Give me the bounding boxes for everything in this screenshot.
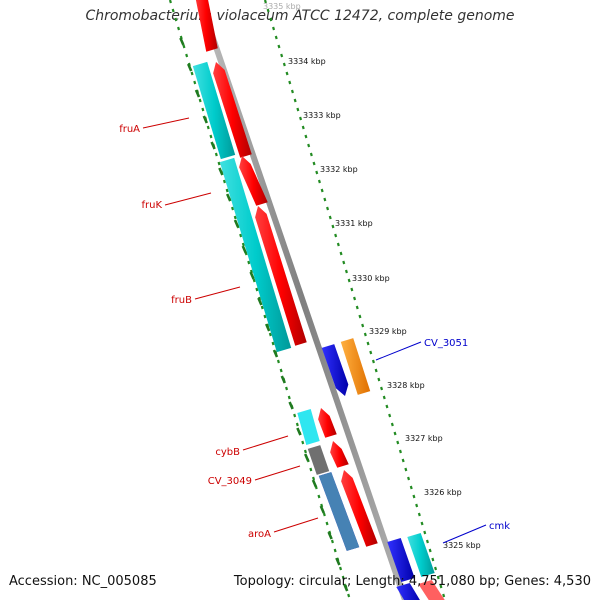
CV_3049-feature[interactable] [307, 445, 330, 475]
aroA-feature[interactable] [318, 472, 360, 551]
tick-label: 3330 kbp [352, 274, 390, 283]
tick-label: 3334 kbp [288, 57, 326, 66]
gene-features [192, 0, 446, 600]
tick-label: 3329 kbp [369, 327, 407, 336]
label-leader-line [242, 435, 289, 451]
accession-text: Accession: NC_005085 [9, 574, 157, 589]
map-title: Chromobacterium violaceum ATCC 12472, co… [85, 8, 515, 24]
forward-cds-1[interactable] [213, 62, 252, 158]
dotted-guides [168, 0, 446, 598]
gene-label[interactable]: fruA [119, 124, 140, 135]
cybB-feature[interactable] [297, 408, 320, 446]
gene-label[interactable]: cybB [215, 447, 240, 458]
tick-label: 3335 kbp [263, 2, 301, 11]
tick-label: 3333 kbp [303, 111, 341, 120]
genome-summary: Topology: circular; Length: 4,751,080 bp… [233, 574, 591, 589]
forward-cds-5[interactable] [330, 441, 349, 468]
bottom-blue-feature[interactable] [387, 537, 415, 583]
tick-label: 3332 kbp [320, 165, 358, 174]
partial-feature-top[interactable] [194, 0, 218, 52]
label-leader-line [254, 465, 301, 481]
gene-label[interactable]: cmk [489, 521, 510, 532]
forward-cds-2[interactable] [239, 156, 268, 206]
fruB-feature[interactable] [219, 157, 292, 353]
cmk-feature[interactable] [407, 532, 435, 578]
gene-label[interactable]: CV_3051 [424, 338, 468, 349]
bottom-red-feature[interactable] [418, 579, 446, 600]
label-leader-line [164, 192, 212, 206]
label-leader-line [142, 117, 190, 129]
fruA-feature[interactable] [192, 61, 236, 160]
tick-label: 3331 kbp [335, 219, 373, 228]
label-leader-line [194, 286, 241, 300]
gene-label[interactable]: fruB [171, 295, 192, 306]
label-leader-line [273, 517, 319, 533]
left-guide-ticks [179, 37, 349, 592]
tick-label: 3328 kbp [387, 381, 425, 390]
right-dotted-guide [263, 0, 446, 598]
label-leader-line [375, 341, 422, 361]
tick-label: 3327 kbp [405, 434, 443, 443]
forward-cds-6[interactable] [341, 470, 378, 547]
gene-label[interactable]: fruK [141, 200, 162, 211]
tick-label: 3326 kbp [424, 488, 462, 497]
orange-feature[interactable] [340, 338, 371, 395]
forward-cds-4[interactable] [318, 408, 337, 438]
bottom-blue-feature-2[interactable] [396, 582, 421, 600]
gene-label[interactable]: CV_3049 [208, 476, 252, 487]
label-leader-line [442, 524, 487, 544]
CV_3051-feature[interactable] [321, 344, 349, 396]
tick-label: 3325 kbp [443, 541, 481, 550]
position-ticks: 3335 kbp 3334 kbp 3333 kbp 3332 kbp 3331 kbp… [263, 2, 481, 550]
forward-cds-3[interactable] [255, 206, 307, 346]
gene-label[interactable]: aroA [248, 529, 271, 540]
